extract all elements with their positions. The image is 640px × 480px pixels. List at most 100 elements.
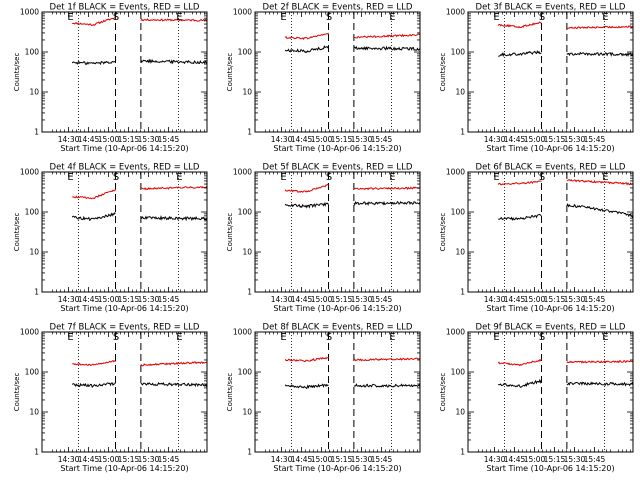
y-tick-label: 10	[455, 248, 465, 257]
y-tick-label: 1000	[446, 328, 465, 337]
series-trace	[284, 45, 329, 54]
chart-panel: 1 10 100 1000 14:3014:4515:0015:1515:3015:45…	[439, 323, 634, 473]
x-tick-label: 15:45	[584, 135, 606, 144]
y-axis-label: Counts/sec	[439, 373, 447, 412]
x-tick-label: 14:45	[78, 135, 100, 144]
series-trace	[284, 202, 329, 209]
x-tick-label: 14:45	[504, 135, 526, 144]
y-axis-label: Counts/sec	[13, 213, 21, 252]
series-trace	[284, 383, 329, 390]
event-marker-label: E	[602, 172, 608, 183]
series-trace	[353, 45, 421, 52]
chart-panel: 1 10 100 1000 14:3014:4515:0015:1515:3015:45…	[439, 163, 634, 313]
series-trace	[353, 383, 421, 388]
series-trace	[353, 33, 421, 39]
y-tick-label: 100	[238, 368, 253, 377]
series-trace	[72, 189, 116, 200]
x-tick-label: 14:30	[271, 455, 293, 464]
x-tick-label: 15:00	[311, 135, 333, 144]
x-tick-label: 14:30	[58, 295, 80, 304]
x-tick-label: 15:00	[524, 455, 546, 464]
event-marker-label: S	[326, 12, 332, 23]
series-trace	[140, 18, 208, 22]
y-axis-label: Counts/sec	[226, 53, 234, 92]
x-axis-label: Start Time (10-Apr-06 14:15:20)	[273, 464, 401, 473]
series-trace	[497, 21, 542, 29]
series-trace	[284, 356, 329, 363]
x-tick-label: 14:45	[504, 295, 526, 304]
y-axis-label: Counts/sec	[226, 373, 234, 412]
event-marker-label: E	[493, 332, 499, 343]
x-tick-label: 14:30	[484, 135, 506, 144]
x-tick-label: 15:00	[98, 135, 120, 144]
x-tick-label: 15:15	[544, 135, 566, 144]
plot-frame	[41, 331, 208, 453]
series-trace	[71, 212, 116, 222]
plot-frame	[254, 171, 421, 293]
series-trace	[284, 32, 329, 40]
chart-title: Det 7f BLACK = Events, RED = LLD	[50, 323, 200, 333]
series-trace	[353, 357, 421, 362]
event-marker-label: E	[493, 172, 499, 183]
chart-panel: 1 10 100 1000 14:3014:4515:0015:1515:3015:45…	[226, 323, 421, 473]
x-tick-label: 15:30	[564, 135, 586, 144]
plot-frame	[254, 11, 421, 133]
x-tick-label: 14:30	[484, 455, 506, 464]
x-tick-label: 14:45	[291, 455, 313, 464]
y-tick-label: 10	[29, 88, 39, 97]
y-tick-label: 10	[242, 88, 252, 97]
series-trace	[140, 381, 208, 388]
chart-title: Det 1f BLACK = Events, RED = LLD	[50, 3, 200, 13]
y-tick-label: 1	[460, 128, 465, 137]
y-tick-label: 10	[29, 248, 39, 257]
plot-frame	[467, 331, 634, 453]
x-tick-label: 14:45	[504, 455, 526, 464]
series-trace	[140, 361, 208, 367]
y-tick-label: 10	[29, 408, 39, 417]
y-axis-label: Counts/sec	[226, 213, 234, 252]
y-tick-label: 1	[460, 448, 465, 457]
chart-panel: 1 10 100 1000 14:3014:4515:0015:1515:3015:45…	[13, 3, 208, 153]
event-marker-label: S	[539, 332, 545, 343]
event-marker-label: E	[280, 332, 286, 343]
event-marker-label: S	[326, 332, 332, 343]
y-tick-label: 100	[451, 48, 466, 57]
x-tick-label: 15:00	[524, 295, 546, 304]
series-trace	[497, 180, 542, 186]
y-tick-label: 100	[451, 368, 466, 377]
series-trace	[566, 179, 634, 186]
event-marker-label: E	[389, 332, 395, 343]
x-tick-label: 14:30	[271, 135, 293, 144]
x-tick-label: 15:15	[331, 455, 353, 464]
event-marker-label: E	[602, 12, 608, 23]
series-trace	[71, 381, 116, 389]
y-tick-label: 1	[34, 128, 39, 137]
x-axis-label: Start Time (10-Apr-06 14:15:20)	[486, 464, 614, 473]
event-marker-label: E	[176, 332, 182, 343]
event-marker-label: S	[539, 12, 545, 23]
chart-panel: 1 10 100 1000 14:3014:4515:0015:1515:3015:45…	[439, 3, 634, 153]
y-tick-label: 1000	[446, 8, 465, 17]
x-tick-label: 15:45	[371, 455, 393, 464]
x-tick-label: 14:45	[78, 295, 100, 304]
x-tick-label: 15:45	[371, 135, 393, 144]
plot-frame	[467, 171, 634, 293]
x-tick-label: 15:15	[544, 455, 566, 464]
chart-title: Det 5f BLACK = Events, RED = LLD	[263, 163, 413, 173]
y-tick-label: 100	[451, 208, 466, 217]
x-tick-label: 14:30	[484, 295, 506, 304]
y-tick-label: 1000	[20, 168, 39, 177]
x-tick-label: 15:30	[351, 455, 373, 464]
series-trace	[140, 186, 207, 191]
series-trace	[353, 186, 421, 191]
x-axis-label: Start Time (10-Apr-06 14:15:20)	[60, 144, 188, 153]
x-tick-label: 15:45	[371, 295, 393, 304]
x-tick-label: 15:15	[118, 135, 140, 144]
event-marker-label: E	[176, 172, 182, 183]
event-marker-label: E	[389, 12, 395, 23]
plot-frame	[254, 331, 421, 453]
event-marker-label: E	[280, 12, 286, 23]
x-tick-label: 15:45	[158, 135, 180, 144]
x-axis-label: Start Time (10-Apr-06 14:15:20)	[60, 304, 188, 313]
x-tick-label: 15:30	[351, 295, 373, 304]
